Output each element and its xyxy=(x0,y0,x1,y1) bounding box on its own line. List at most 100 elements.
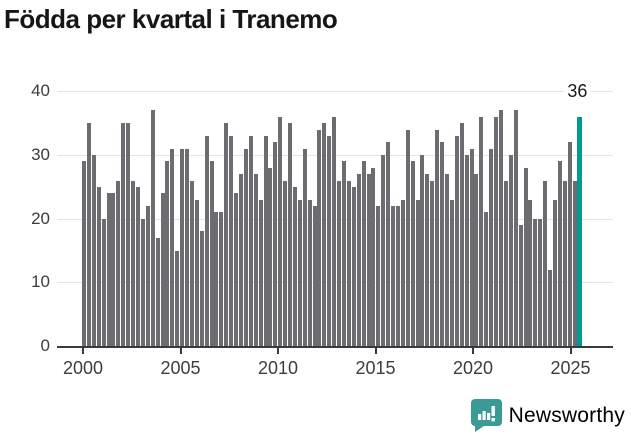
bar xyxy=(405,130,410,346)
bar xyxy=(106,193,111,346)
bar xyxy=(543,181,548,346)
bar xyxy=(361,161,366,346)
bar xyxy=(474,174,479,346)
x-axis-label: 2000 xyxy=(62,358,104,378)
bar xyxy=(111,193,116,346)
bar xyxy=(356,174,361,346)
bar xyxy=(435,130,440,346)
bar xyxy=(498,110,503,346)
bar xyxy=(410,161,415,346)
brand-name: Newsworthy xyxy=(508,403,625,427)
bar xyxy=(292,187,297,346)
bar xyxy=(297,200,302,346)
bar xyxy=(464,155,469,346)
bar xyxy=(224,123,229,346)
bar xyxy=(469,149,474,346)
bar xyxy=(96,187,101,346)
x-axis-line xyxy=(57,346,613,348)
bar xyxy=(322,123,327,346)
bar xyxy=(562,181,567,346)
bar xyxy=(82,161,86,346)
bar xyxy=(86,123,91,346)
bar xyxy=(366,174,371,346)
bar xyxy=(243,149,248,346)
bar xyxy=(175,251,180,346)
bar xyxy=(258,200,263,346)
bar xyxy=(327,136,332,346)
bar xyxy=(332,117,337,346)
x-axis-tick xyxy=(82,348,84,354)
bar xyxy=(199,231,204,346)
bar xyxy=(219,212,224,346)
x-axis-label: 2010 xyxy=(257,358,299,378)
bar xyxy=(503,181,508,346)
x-axis-tick xyxy=(472,348,474,354)
bar xyxy=(170,149,175,346)
bar xyxy=(180,149,185,346)
bar xyxy=(538,219,543,346)
bar xyxy=(307,200,312,346)
bar xyxy=(351,187,356,346)
y-axis-label: 10 xyxy=(31,272,50,292)
bar xyxy=(283,181,288,346)
bar xyxy=(126,123,131,346)
bar xyxy=(317,130,322,346)
x-axis-label: 2020 xyxy=(452,358,494,378)
bar xyxy=(204,136,209,346)
bar xyxy=(302,149,307,346)
y-axis-label: 20 xyxy=(31,208,50,228)
x-axis-tick xyxy=(374,348,377,354)
bar xyxy=(234,193,239,346)
bar xyxy=(523,168,528,346)
bar xyxy=(253,174,258,346)
x-axis-label: 2005 xyxy=(160,358,201,378)
bar xyxy=(557,161,562,346)
bar xyxy=(508,155,513,346)
bar xyxy=(479,117,484,346)
bar xyxy=(239,174,243,346)
x-axis-tick xyxy=(569,348,572,354)
bar xyxy=(567,142,572,346)
bar xyxy=(342,161,346,346)
bar xyxy=(278,117,283,346)
bar xyxy=(312,206,317,346)
bar xyxy=(449,200,454,346)
highlighted-bar xyxy=(577,117,583,346)
newsworthy-logo-icon xyxy=(470,399,502,432)
x-axis-tick xyxy=(179,348,182,354)
bar xyxy=(263,136,268,346)
bar xyxy=(420,155,425,346)
bar xyxy=(386,142,391,346)
bar xyxy=(445,174,449,346)
bar xyxy=(165,161,170,346)
last-value-annotation: 36 xyxy=(564,81,591,102)
bar xyxy=(484,212,489,346)
brand-footer: Newsworthy xyxy=(470,399,625,432)
bar xyxy=(91,155,96,346)
bar xyxy=(572,181,577,346)
bar xyxy=(513,110,518,346)
bar xyxy=(140,219,145,346)
bar xyxy=(381,155,386,346)
bar xyxy=(548,270,552,346)
bar xyxy=(214,212,219,346)
bar xyxy=(395,206,400,346)
x-axis-label: 2015 xyxy=(355,358,396,378)
gridline-y40 xyxy=(57,91,613,93)
bar xyxy=(268,168,273,346)
bar xyxy=(346,181,351,346)
bar xyxy=(160,193,165,346)
bar xyxy=(440,142,445,346)
bar xyxy=(489,149,494,346)
y-axis-label: 0 xyxy=(40,336,50,355)
x-axis-tick xyxy=(277,348,279,354)
bar xyxy=(288,123,292,346)
bar xyxy=(415,200,420,346)
bar xyxy=(425,174,430,346)
bar xyxy=(337,181,342,346)
bar xyxy=(391,206,395,346)
bar xyxy=(528,200,533,346)
bar xyxy=(371,168,376,346)
bar xyxy=(376,206,381,346)
